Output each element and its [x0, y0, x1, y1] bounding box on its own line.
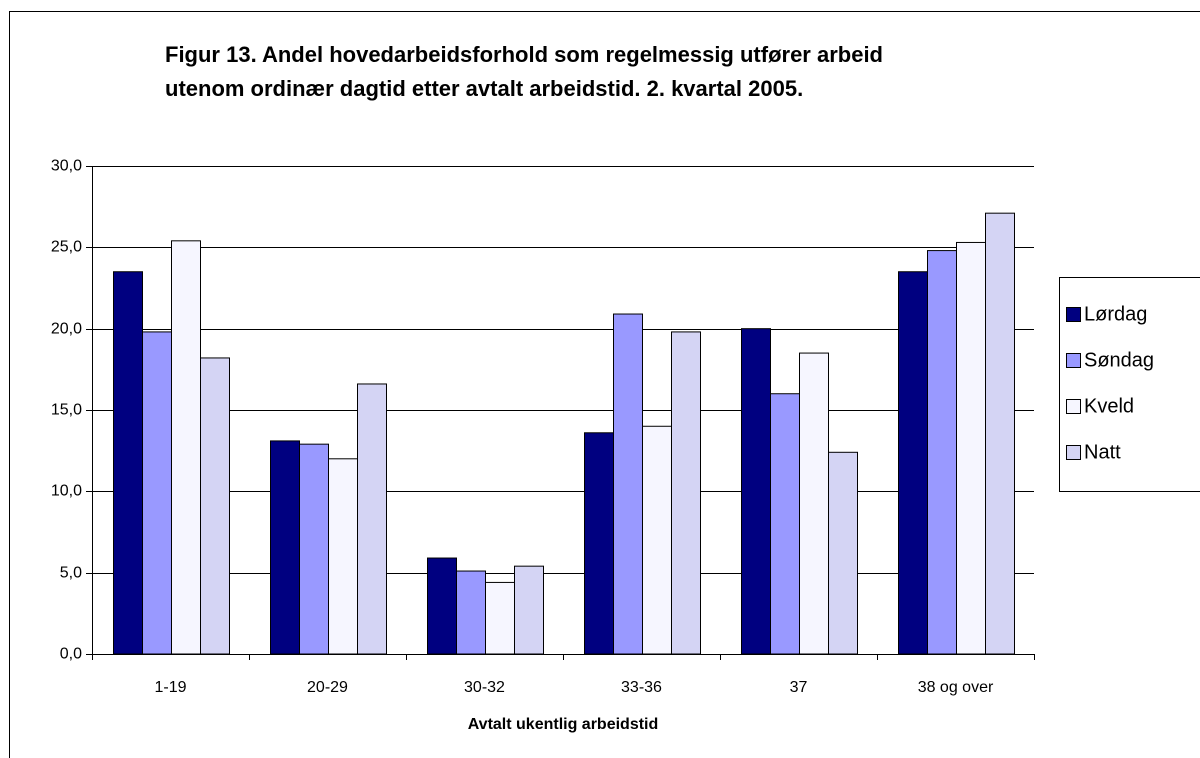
bar — [113, 271, 143, 655]
y-tick-label: 5,0 — [60, 565, 82, 582]
x-tick-label: 33-36 — [621, 679, 662, 696]
bar — [171, 240, 201, 655]
bar — [357, 383, 387, 655]
bar — [142, 331, 172, 655]
legend-label: Lørdag — [1084, 303, 1147, 325]
bar — [200, 357, 230, 655]
legend-swatch — [1066, 353, 1081, 368]
bar — [799, 352, 829, 655]
y-tick-label: 0,0 — [60, 646, 82, 663]
y-tick-label: 10,0 — [51, 483, 82, 500]
legend-swatch — [1066, 399, 1081, 414]
y-tick-label: 25,0 — [51, 239, 82, 256]
y-tick-label: 20,0 — [51, 321, 82, 338]
bar — [328, 458, 358, 655]
bar — [927, 250, 957, 655]
legend-swatch — [1066, 445, 1081, 460]
x-tick-label: 38 og over — [918, 679, 994, 696]
legend-box — [1059, 277, 1200, 492]
bar — [642, 425, 672, 655]
bar — [828, 451, 858, 655]
legend-swatch — [1066, 307, 1081, 322]
bar — [584, 432, 614, 655]
x-axis-label: Avtalt ukentlig arbeidstid — [468, 716, 659, 733]
legend-label: Søndag — [1084, 349, 1154, 371]
x-tick-label: 20-29 — [307, 679, 348, 696]
chart-title: Figur 13. Andel hovedarbeidsforhold som … — [165, 42, 883, 67]
bar — [270, 440, 300, 655]
bar — [741, 328, 771, 655]
bar — [514, 565, 544, 655]
x-tick-label: 1-19 — [154, 679, 186, 696]
bar — [485, 581, 515, 655]
bar — [770, 393, 800, 655]
bar — [299, 443, 329, 655]
bar — [898, 271, 928, 655]
bar — [956, 241, 986, 655]
bar — [985, 212, 1015, 655]
bar — [671, 331, 701, 655]
legend-label: Natt — [1084, 441, 1121, 463]
bar — [456, 570, 486, 655]
chart-title: utenom ordinær dagtid etter avtalt arbei… — [165, 76, 803, 101]
x-tick-label: 37 — [790, 679, 808, 696]
y-tick-label: 30,0 — [51, 158, 82, 175]
bar — [427, 557, 457, 655]
y-tick-label: 15,0 — [51, 402, 82, 419]
bar — [613, 313, 643, 655]
x-tick-label: 30-32 — [464, 679, 505, 696]
legend-label: Kveld — [1084, 395, 1134, 417]
